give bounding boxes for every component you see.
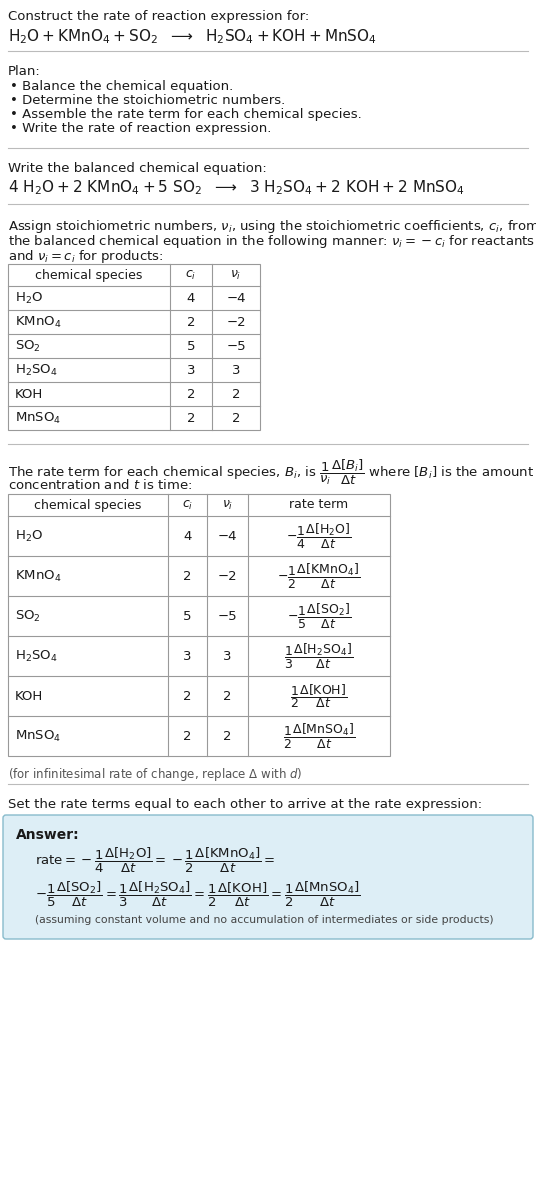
Text: 2: 2 (183, 569, 192, 583)
Text: 2: 2 (232, 412, 240, 425)
Text: 2: 2 (183, 690, 192, 702)
Text: 2: 2 (187, 412, 195, 425)
Text: 2: 2 (187, 315, 195, 329)
Text: $\mathrm{rate} = -\dfrac{1}{4}\dfrac{\Delta[\mathrm{H_2O}]}{\Delta t} = -\dfrac{: $\mathrm{rate} = -\dfrac{1}{4}\dfrac{\De… (35, 846, 276, 875)
Text: Write the balanced chemical equation:: Write the balanced chemical equation: (8, 163, 267, 175)
Text: • Determine the stoichiometric numbers.: • Determine the stoichiometric numbers. (10, 94, 285, 107)
Text: $\mathrm{H_2O + KMnO_4 + SO_2\ \ \longrightarrow\ \ H_2SO_4 + KOH + MnSO_4}$: $\mathrm{H_2O + KMnO_4 + SO_2\ \ \longri… (8, 26, 377, 46)
Text: Plan:: Plan: (8, 65, 41, 78)
Text: Assign stoichiometric numbers, $\nu_i$, using the stoichiometric coefficients, $: Assign stoichiometric numbers, $\nu_i$, … (8, 218, 536, 235)
Text: 5: 5 (187, 340, 195, 353)
Text: −4: −4 (226, 291, 245, 305)
Text: chemical species: chemical species (35, 268, 143, 282)
Text: −4: −4 (218, 530, 237, 543)
Text: 2: 2 (224, 690, 232, 702)
Text: $-\dfrac{1}{5}\dfrac{\Delta[\mathrm{SO_2}]}{\Delta t} = \dfrac{1}{3}\dfrac{\Delt: $-\dfrac{1}{5}\dfrac{\Delta[\mathrm{SO_2… (35, 880, 361, 909)
Text: 5: 5 (183, 609, 192, 622)
Text: $c_i$: $c_i$ (185, 268, 197, 282)
FancyBboxPatch shape (3, 815, 533, 939)
Text: H$_2$O: H$_2$O (15, 290, 43, 306)
Text: 2: 2 (224, 730, 232, 743)
Text: $\dfrac{1}{2}\dfrac{\Delta[\mathrm{KOH}]}{\Delta t}$: $\dfrac{1}{2}\dfrac{\Delta[\mathrm{KOH}]… (291, 681, 348, 710)
Text: KOH: KOH (15, 388, 43, 401)
Text: • Assemble the rate term for each chemical species.: • Assemble the rate term for each chemic… (10, 108, 362, 120)
Text: H$_2$O: H$_2$O (15, 529, 43, 543)
Text: (assuming constant volume and no accumulation of intermediates or side products): (assuming constant volume and no accumul… (35, 915, 494, 925)
Text: $-\dfrac{1}{4}\dfrac{\Delta[\mathrm{H_2O}]}{\Delta t}$: $-\dfrac{1}{4}\dfrac{\Delta[\mathrm{H_2O… (286, 521, 352, 550)
Text: the balanced chemical equation in the following manner: $\nu_i = -c_i$ for react: the balanced chemical equation in the fo… (8, 234, 535, 250)
Text: Set the rate terms equal to each other to arrive at the rate expression:: Set the rate terms equal to each other t… (8, 798, 482, 811)
Text: 3: 3 (232, 364, 240, 377)
Text: rate term: rate term (289, 498, 348, 512)
Text: 2: 2 (187, 388, 195, 401)
Text: 2: 2 (183, 730, 192, 743)
Text: The rate term for each chemical species, $B_i$, is $\dfrac{1}{\nu_i}\dfrac{\Delt: The rate term for each chemical species,… (8, 458, 534, 488)
Text: MnSO$_4$: MnSO$_4$ (15, 728, 61, 744)
Text: H$_2$SO$_4$: H$_2$SO$_4$ (15, 649, 58, 663)
Text: $\mathrm{4\ H_2O + 2\ KMnO_4 + 5\ SO_2\ \ \longrightarrow\ \ 3\ H_2SO_4 + 2\ KOH: $\mathrm{4\ H_2O + 2\ KMnO_4 + 5\ SO_2\ … (8, 178, 465, 196)
Text: and $\nu_i = c_i$ for products:: and $\nu_i = c_i$ for products: (8, 248, 163, 265)
Text: $\nu_i$: $\nu_i$ (222, 498, 233, 512)
Text: $\dfrac{1}{3}\dfrac{\Delta[\mathrm{H_2SO_4}]}{\Delta t}$: $\dfrac{1}{3}\dfrac{\Delta[\mathrm{H_2SO… (285, 642, 354, 671)
Text: $-\dfrac{1}{5}\dfrac{\Delta[\mathrm{SO_2}]}{\Delta t}$: $-\dfrac{1}{5}\dfrac{\Delta[\mathrm{SO_2… (287, 602, 351, 631)
Text: chemical species: chemical species (34, 498, 142, 512)
Text: −2: −2 (226, 315, 246, 329)
Text: H$_2$SO$_4$: H$_2$SO$_4$ (15, 362, 58, 378)
Text: 3: 3 (183, 649, 192, 662)
Bar (8, 494, 390, 756)
Text: −2: −2 (218, 569, 237, 583)
Text: Answer:: Answer: (16, 828, 80, 842)
Text: • Write the rate of reaction expression.: • Write the rate of reaction expression. (10, 122, 271, 135)
Text: −5: −5 (226, 340, 246, 353)
Text: $\dfrac{1}{2}\dfrac{\Delta[\mathrm{MnSO_4}]}{\Delta t}$: $\dfrac{1}{2}\dfrac{\Delta[\mathrm{MnSO_… (283, 721, 355, 750)
Text: KOH: KOH (15, 690, 43, 702)
Text: concentration and $t$ is time:: concentration and $t$ is time: (8, 478, 192, 492)
Text: SO$_2$: SO$_2$ (15, 338, 41, 354)
Text: SO$_2$: SO$_2$ (15, 608, 41, 624)
Text: −5: −5 (218, 609, 237, 622)
Text: MnSO$_4$: MnSO$_4$ (15, 411, 61, 425)
Text: Construct the rate of reaction expression for:: Construct the rate of reaction expressio… (8, 10, 309, 23)
Text: KMnO$_4$: KMnO$_4$ (15, 568, 62, 584)
Text: • Balance the chemical equation.: • Balance the chemical equation. (10, 79, 233, 93)
Text: $c_i$: $c_i$ (182, 498, 193, 512)
Text: 3: 3 (224, 649, 232, 662)
Text: 4: 4 (183, 530, 192, 543)
Text: 2: 2 (232, 388, 240, 401)
Text: 3: 3 (187, 364, 195, 377)
Text: $\nu_i$: $\nu_i$ (230, 268, 242, 282)
Text: 4: 4 (187, 291, 195, 305)
Text: (for infinitesimal rate of change, replace Δ with $d$): (for infinitesimal rate of change, repla… (8, 766, 302, 783)
Text: $-\dfrac{1}{2}\dfrac{\Delta[\mathrm{KMnO_4}]}{\Delta t}$: $-\dfrac{1}{2}\dfrac{\Delta[\mathrm{KMnO… (278, 561, 361, 590)
Bar (8, 264, 260, 430)
Text: KMnO$_4$: KMnO$_4$ (15, 314, 62, 330)
